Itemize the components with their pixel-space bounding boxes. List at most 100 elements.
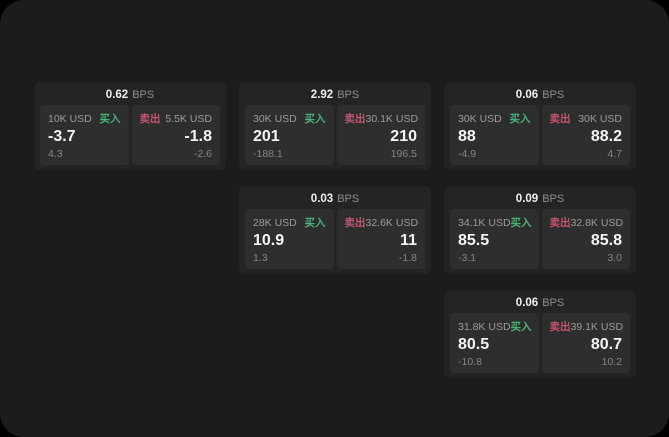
buy-quote-tile[interactable]: 30K USD 买入 201 -188.1 (245, 105, 334, 165)
sell-quote-tile[interactable]: 卖出 39.1K USD 80.7 10.2 (541, 313, 630, 373)
buy-quote-tile[interactable]: 10K USD 买入 -3.7 4.3 (40, 105, 129, 165)
sell-quote-tile[interactable]: 卖出 5.5K USD -1.8 -2.6 (131, 105, 220, 165)
sell-side-label: 卖出 (344, 217, 366, 229)
sell-tile-toprow: 卖出 32.6K USD (344, 215, 419, 230)
buy-price: 10.9 (253, 232, 285, 249)
sell-price: 88.2 (590, 128, 622, 145)
buy-tile-toprow: 30K USD 买入 (458, 111, 531, 126)
buy-quote-tile[interactable]: 28K USD 买入 10.9 1.3 (245, 209, 334, 269)
quote-tiles: 30K USD 买入 88 -4.9 卖出 30K USD 88.2 4.7 (450, 105, 630, 165)
spread-header: 0.06 BPS (450, 293, 630, 313)
buy-side-label: 买入 (510, 217, 532, 229)
buy-delta: -10.8 (458, 356, 482, 368)
quote-tiles: 31.8K USD 买入 80.5 -10.8 卖出 39.1K USD 80.… (450, 313, 630, 373)
sell-price: 80.7 (590, 336, 622, 353)
spread-value: 2.92 (310, 89, 334, 101)
spread-value: 0.06 (515, 89, 539, 101)
sell-quote-tile[interactable]: 卖出 32.6K USD 11 -1.8 (336, 209, 425, 269)
quote-card: 2.92 BPS 30K USD 买入 201 -188.1 卖出 30.1K U… (239, 82, 431, 170)
spread-header: 0.06 BPS (450, 85, 630, 105)
sell-price: 210 (390, 128, 417, 145)
sell-quote-tile[interactable]: 卖出 30.1K USD 210 196.5 (336, 105, 425, 165)
buy-price: 88 (458, 128, 476, 145)
spread-value: 0.06 (515, 297, 539, 309)
sell-delta: 3.0 (607, 252, 622, 264)
quote-card: 0.06 BPS 30K USD 买入 88 -4.9 卖出 30K USD 88… (444, 82, 636, 170)
sell-tile-toprow: 卖出 32.8K USD (549, 215, 624, 230)
quote-grid: 0.62 BPS 10K USD 买入 -3.7 4.3 卖出 5.5K USD … (34, 82, 636, 378)
sell-delta: 4.7 (607, 148, 622, 160)
sell-side-label: 卖出 (139, 113, 161, 125)
buy-price: -3.7 (48, 128, 76, 145)
bps-unit-label: BPS (542, 297, 565, 309)
bps-unit-label: BPS (132, 89, 155, 101)
sell-side-label: 卖出 (549, 113, 571, 125)
bps-unit-label: BPS (542, 89, 565, 101)
buy-size-label: 31.8K USD (458, 320, 511, 333)
sell-side-label: 卖出 (344, 113, 366, 125)
sell-tile-toprow: 卖出 30.1K USD (344, 111, 419, 126)
sell-side-label: 卖出 (549, 321, 571, 333)
buy-side-label: 买入 (304, 113, 326, 125)
buy-quote-tile[interactable]: 30K USD 买入 88 -4.9 (450, 105, 539, 165)
buy-price: 85.5 (458, 232, 490, 249)
sell-size-label: 32.6K USD (365, 216, 419, 229)
buy-delta: -188.1 (253, 148, 283, 160)
buy-price: 201 (253, 128, 280, 145)
buy-tile-toprow: 34.1K USD 买入 (458, 215, 532, 230)
buy-side-label: 买入 (99, 113, 121, 125)
spread-header: 0.03 BPS (245, 189, 425, 209)
buy-tile-toprow: 31.8K USD 买入 (458, 319, 532, 334)
sell-price: 85.8 (590, 232, 622, 249)
quote-tiles: 10K USD 买入 -3.7 4.3 卖出 5.5K USD -1.8 -2.… (40, 105, 220, 165)
buy-size-label: 28K USD (253, 216, 297, 229)
spread-value: 0.62 (105, 89, 129, 101)
quote-tiles: 34.1K USD 买入 85.5 -3.1 卖出 32.8K USD 85.8… (450, 209, 630, 269)
quote-card: 0.09 BPS 34.1K USD 买入 85.5 -3.1 卖出 32.8K … (444, 186, 636, 274)
spread-header: 0.09 BPS (450, 189, 630, 209)
sell-delta: 10.2 (601, 356, 622, 368)
sell-quote-tile[interactable]: 卖出 30K USD 88.2 4.7 (541, 105, 630, 165)
buy-side-label: 买入 (510, 321, 532, 333)
quote-card: 0.03 BPS 28K USD 买入 10.9 1.3 卖出 32.6K USD… (239, 186, 431, 274)
buy-size-label: 30K USD (253, 112, 297, 125)
buy-delta: 4.3 (48, 148, 63, 160)
spread-value: 0.03 (310, 193, 334, 205)
bps-unit-label: BPS (337, 193, 360, 205)
quote-tiles: 28K USD 买入 10.9 1.3 卖出 32.6K USD 11 -1.8 (245, 209, 425, 269)
buy-side-label: 买入 (304, 217, 326, 229)
sell-delta: -1.8 (398, 252, 417, 264)
sell-size-label: 5.5K USD (165, 112, 212, 125)
quote-card: 0.06 BPS 31.8K USD 买入 80.5 -10.8 卖出 39.1K… (444, 290, 636, 378)
bps-unit-label: BPS (542, 193, 565, 205)
buy-tile-toprow: 28K USD 买入 (253, 215, 326, 230)
buy-size-label: 10K USD (48, 112, 92, 125)
sell-delta: 196.5 (390, 148, 417, 160)
sell-size-label: 30K USD (578, 112, 622, 125)
sell-size-label: 39.1K USD (570, 320, 624, 333)
buy-delta: -4.9 (458, 148, 477, 160)
buy-size-label: 34.1K USD (458, 216, 511, 229)
spread-header: 0.62 BPS (40, 85, 220, 105)
buy-size-label: 30K USD (458, 112, 502, 125)
quote-tiles: 30K USD 买入 201 -188.1 卖出 30.1K USD 210 1… (245, 105, 425, 165)
quote-card: 0.62 BPS 10K USD 买入 -3.7 4.3 卖出 5.5K USD … (34, 82, 226, 170)
buy-tile-toprow: 10K USD 买入 (48, 111, 121, 126)
bps-unit-label: BPS (337, 89, 360, 101)
buy-delta: 1.3 (253, 252, 268, 264)
buy-delta: -3.1 (458, 252, 477, 264)
sell-tile-toprow: 卖出 39.1K USD (549, 319, 624, 334)
buy-quote-tile[interactable]: 34.1K USD 买入 85.5 -3.1 (450, 209, 539, 269)
sell-tile-toprow: 卖出 30K USD (550, 111, 623, 126)
buy-quote-tile[interactable]: 31.8K USD 买入 80.5 -10.8 (450, 313, 539, 373)
sell-size-label: 30.1K USD (365, 112, 419, 125)
sell-price: 11 (400, 232, 417, 249)
buy-price: 80.5 (458, 336, 490, 353)
sell-side-label: 卖出 (549, 217, 571, 229)
spread-header: 2.92 BPS (245, 85, 425, 105)
sell-size-label: 32.8K USD (570, 216, 624, 229)
spread-value: 0.09 (515, 193, 539, 205)
sell-quote-tile[interactable]: 卖出 32.8K USD 85.8 3.0 (541, 209, 630, 269)
sell-tile-toprow: 卖出 5.5K USD (140, 111, 213, 126)
